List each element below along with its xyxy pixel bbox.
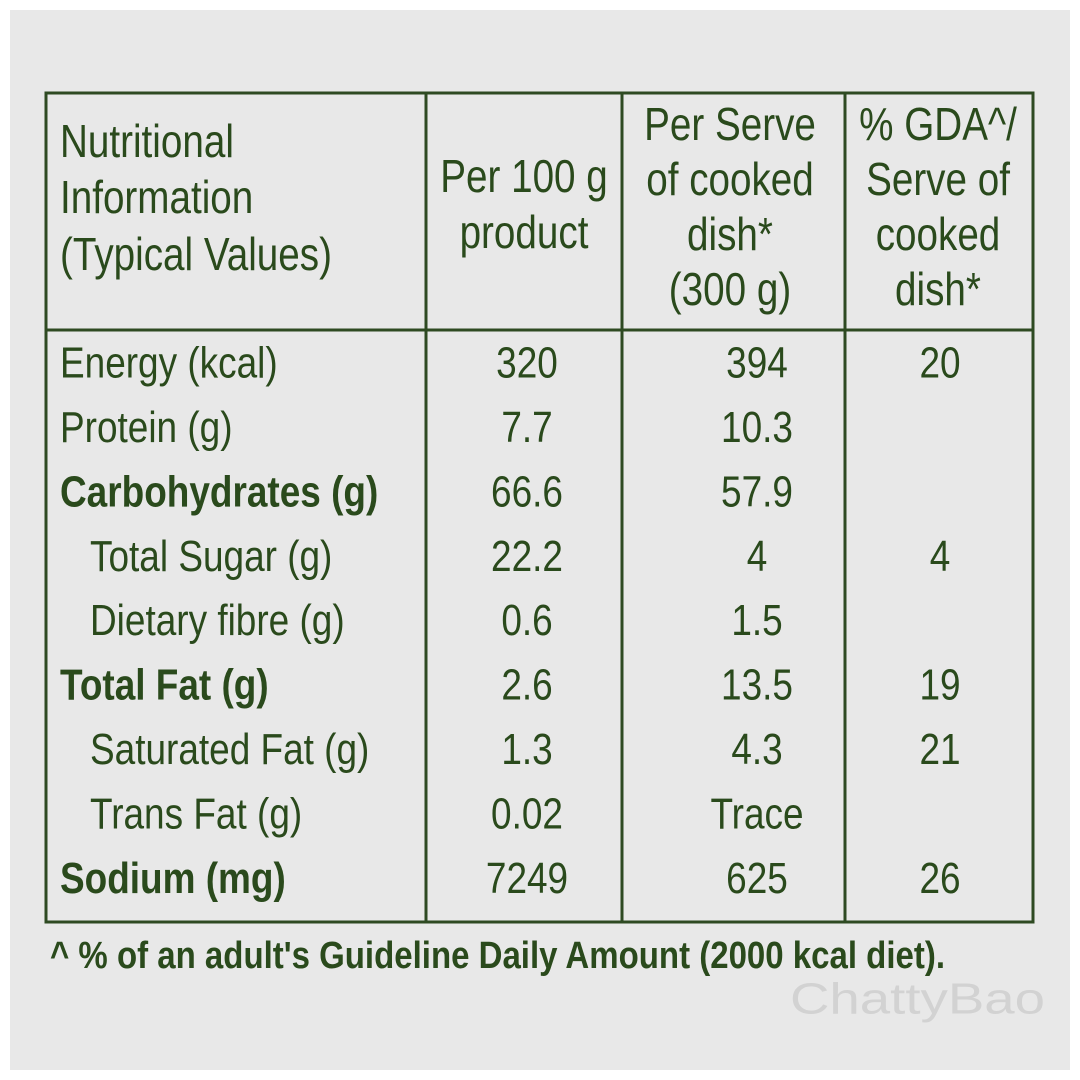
cell-value: 1.5 [731,595,782,645]
cell-value: 4.3 [731,724,782,774]
header-text: Per Serve [644,99,816,150]
header-text: (300 g) [669,264,791,315]
header-text: dish* [687,209,773,260]
cell-value: 2.6 [501,660,552,710]
header-text: Per 100 g [440,151,608,202]
table-border [44,91,1035,924]
cell-value: 394 [726,338,788,388]
cell-value: 320 [496,338,558,388]
cell-value: Trace [710,788,803,838]
cell-value: 4 [930,531,951,581]
cell-value: 21 [919,724,960,774]
header-text: dish* [895,264,981,315]
cell-value: 625 [726,853,788,903]
header-text: Serve of [866,154,1010,205]
cell-value: 20 [919,338,960,388]
row-label: Protein (g) [60,402,233,452]
row-label: Carbohydrates (g) [60,466,378,516]
row-label: Saturated Fat (g) [90,724,369,774]
footnote: ^ % of an adult's Guideline Daily Amount… [50,935,945,977]
background [10,10,1070,1070]
cell-value: 22.2 [491,531,563,581]
cell-value: 57.9 [721,466,793,516]
header-text: of cooked [646,154,814,205]
cell-value: 19 [919,660,960,710]
row-label: Total Fat (g) [60,660,269,710]
header-text: Information [60,172,253,223]
table-frame [44,91,1035,924]
header-text: product [460,207,589,258]
header-text: (Typical Values) [60,229,332,280]
row-label: Energy (kcal) [60,338,278,388]
row-label: Trans Fat (g) [90,788,302,838]
row-label: Sodium (mg) [60,853,286,903]
cell-value: 13.5 [721,660,793,710]
cell-value: 7249 [486,853,568,903]
row-label: Dietary fibre (g) [90,595,345,645]
header-text: % GDA^/ [859,99,1017,150]
watermark: ChattyBao [790,975,1045,1024]
header-text: cooked [876,209,1001,260]
cell-value: 66.6 [491,466,563,516]
cell-value: 4 [747,531,768,581]
row-label: Total Sugar (g) [90,531,332,581]
cell-value: 10.3 [721,402,793,452]
header-text: Nutritional [60,116,234,167]
cell-value: 1.3 [501,724,552,774]
cell-value: 0.02 [491,788,563,838]
cell-value: 7.7 [501,402,552,452]
cell-value: 26 [919,853,960,903]
cell-value: 0.6 [501,595,552,645]
